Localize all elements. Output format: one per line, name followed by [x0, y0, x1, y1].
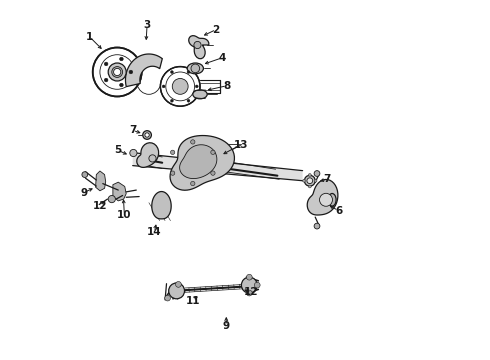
Text: 5: 5: [115, 145, 122, 156]
Circle shape: [171, 171, 175, 175]
Text: 9: 9: [223, 321, 230, 331]
Circle shape: [196, 85, 198, 88]
Ellipse shape: [328, 194, 336, 206]
Circle shape: [149, 155, 156, 162]
Circle shape: [114, 68, 121, 76]
Circle shape: [93, 48, 142, 96]
Text: 10: 10: [117, 210, 132, 220]
Circle shape: [246, 274, 252, 280]
Ellipse shape: [193, 90, 207, 99]
Circle shape: [308, 174, 311, 176]
Circle shape: [314, 179, 317, 182]
Text: 6: 6: [335, 206, 342, 216]
Circle shape: [314, 223, 320, 229]
Ellipse shape: [187, 63, 203, 74]
Circle shape: [172, 78, 188, 94]
Circle shape: [211, 171, 215, 175]
Text: 13: 13: [233, 140, 248, 150]
Circle shape: [171, 99, 173, 102]
Text: 2: 2: [213, 24, 220, 35]
Circle shape: [211, 150, 215, 154]
Circle shape: [307, 178, 313, 184]
Circle shape: [104, 62, 108, 66]
Text: 4: 4: [219, 53, 226, 63]
Polygon shape: [137, 143, 159, 167]
Circle shape: [108, 195, 116, 203]
Polygon shape: [96, 171, 106, 191]
Circle shape: [319, 193, 333, 206]
Circle shape: [120, 83, 123, 87]
Circle shape: [120, 57, 123, 61]
Circle shape: [82, 172, 88, 177]
Circle shape: [191, 64, 199, 73]
Circle shape: [191, 181, 195, 186]
Text: 14: 14: [147, 227, 162, 237]
Circle shape: [112, 67, 122, 77]
Text: 12: 12: [244, 287, 259, 297]
Circle shape: [171, 150, 175, 154]
Polygon shape: [133, 153, 303, 181]
Circle shape: [143, 131, 151, 139]
Polygon shape: [125, 54, 162, 87]
Circle shape: [165, 295, 171, 301]
Circle shape: [169, 283, 185, 299]
Circle shape: [187, 99, 190, 102]
Circle shape: [191, 140, 195, 144]
Circle shape: [130, 149, 137, 157]
Circle shape: [254, 282, 260, 288]
Circle shape: [104, 78, 108, 82]
Text: 11: 11: [186, 296, 200, 306]
Text: 12: 12: [93, 201, 107, 211]
Text: 7: 7: [129, 125, 136, 135]
Circle shape: [304, 175, 315, 186]
Circle shape: [314, 171, 320, 176]
Circle shape: [108, 63, 126, 81]
Circle shape: [175, 282, 181, 287]
Text: 9: 9: [80, 188, 87, 198]
Circle shape: [145, 133, 149, 137]
Circle shape: [171, 71, 173, 73]
Polygon shape: [113, 182, 126, 201]
Polygon shape: [189, 36, 209, 59]
Text: 8: 8: [223, 81, 231, 91]
Polygon shape: [170, 135, 234, 190]
Polygon shape: [180, 145, 217, 179]
Circle shape: [194, 41, 201, 49]
Circle shape: [160, 67, 200, 106]
Circle shape: [187, 71, 190, 73]
Circle shape: [129, 70, 133, 74]
Text: 1: 1: [86, 32, 93, 42]
Polygon shape: [152, 192, 171, 219]
Circle shape: [303, 179, 305, 182]
Text: 3: 3: [144, 20, 151, 30]
Circle shape: [308, 185, 311, 188]
Circle shape: [246, 290, 252, 296]
Circle shape: [162, 85, 165, 88]
Text: 7: 7: [323, 174, 331, 184]
Circle shape: [242, 277, 257, 293]
Polygon shape: [307, 180, 338, 215]
